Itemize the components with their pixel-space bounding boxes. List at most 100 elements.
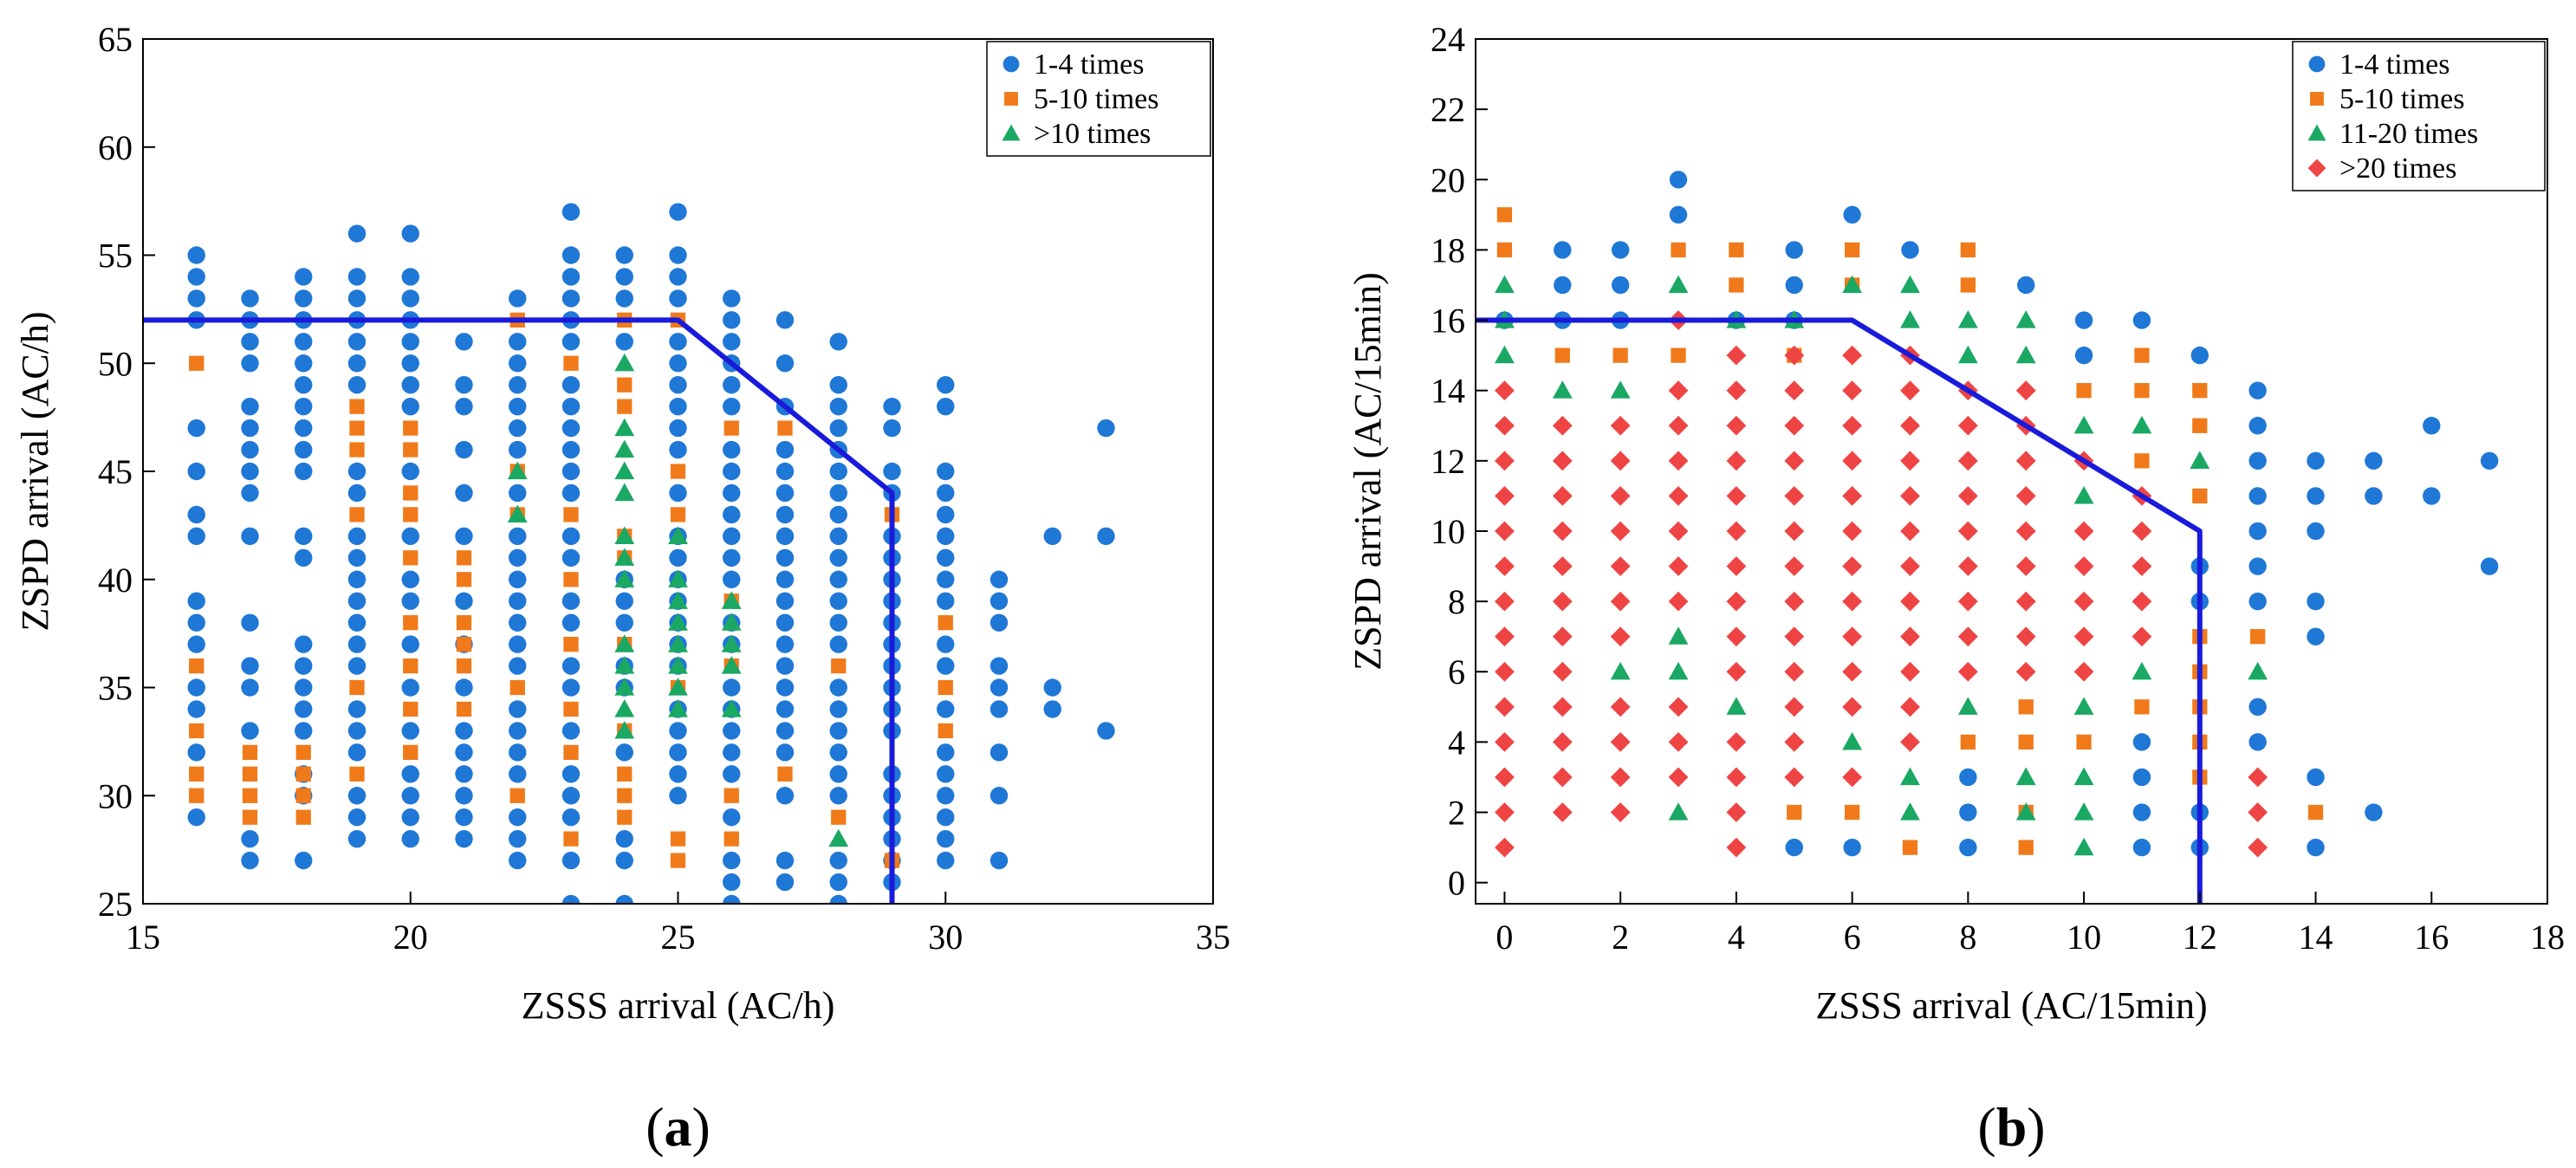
data-point xyxy=(1842,767,1863,788)
data-point xyxy=(1726,697,1747,715)
data-point xyxy=(615,743,633,762)
data-point xyxy=(401,829,419,848)
data-point xyxy=(347,548,367,567)
data-point xyxy=(1960,734,1976,750)
data-point xyxy=(2307,838,2325,857)
data-point xyxy=(561,851,581,870)
data-point xyxy=(2192,488,2208,504)
data-point xyxy=(241,397,259,416)
y-tick-label: 0 xyxy=(1448,864,1465,903)
data-point xyxy=(1552,485,1573,506)
data-point xyxy=(1552,661,1573,682)
data-point xyxy=(1726,345,1747,366)
data-point xyxy=(617,377,633,393)
data-point xyxy=(1900,697,1920,717)
data-point xyxy=(561,440,581,459)
data-point xyxy=(2248,522,2267,541)
data-point xyxy=(615,613,633,632)
data-point xyxy=(561,592,581,610)
data-point xyxy=(669,203,687,221)
data-point xyxy=(1610,802,1631,822)
data-point xyxy=(347,483,367,503)
y-axis-label: ZSPD arrival (AC/15min) xyxy=(1346,272,1389,671)
data-point xyxy=(509,397,527,416)
data-point xyxy=(1495,767,1515,788)
data-point xyxy=(829,851,847,870)
data-point xyxy=(1097,722,1115,740)
data-point xyxy=(1610,415,1631,436)
data-point xyxy=(1552,767,1573,788)
data-point xyxy=(295,289,313,308)
data-point xyxy=(349,679,365,696)
data-point xyxy=(347,743,367,762)
data-point xyxy=(241,440,259,459)
data-point xyxy=(563,636,579,652)
legend-marker xyxy=(1002,124,1021,141)
data-point xyxy=(1842,556,1863,576)
data-point xyxy=(401,592,419,610)
data-point xyxy=(1842,485,1863,506)
data-point xyxy=(2190,346,2209,365)
data-point xyxy=(403,442,419,457)
data-point xyxy=(1726,626,1747,647)
y-tick-label: 24 xyxy=(1431,20,1465,59)
data-point xyxy=(937,548,955,567)
data-point xyxy=(1726,802,1747,822)
panel-label-close: ) xyxy=(692,1096,711,1158)
data-point xyxy=(241,722,259,740)
data-point xyxy=(1671,347,1686,363)
data-point xyxy=(2076,734,2092,750)
y-tick-label: 10 xyxy=(1431,512,1465,551)
data-point xyxy=(829,548,847,567)
data-point xyxy=(1495,802,1515,822)
data-point xyxy=(937,851,955,870)
data-point xyxy=(723,894,741,904)
y-tick-label: 40 xyxy=(98,561,133,600)
data-point xyxy=(723,462,741,481)
data-point xyxy=(2132,626,2152,647)
data-point xyxy=(347,700,367,718)
data-point xyxy=(1495,837,1515,858)
data-point xyxy=(2073,661,2094,682)
data-point xyxy=(509,635,527,653)
data-point xyxy=(507,504,528,523)
data-point xyxy=(615,851,633,870)
y-tick-label: 55 xyxy=(98,237,133,276)
data-point xyxy=(403,507,419,522)
data-point xyxy=(669,376,687,394)
data-point xyxy=(1495,661,1515,682)
data-point xyxy=(1610,451,1631,471)
data-point xyxy=(2307,487,2325,505)
data-point xyxy=(563,701,579,717)
data-point xyxy=(2018,699,2034,715)
panel-b: 0 2 4 6 8 10 12 14 16 18024681012141618202224ZSSS… xyxy=(1346,20,2565,1158)
data-point xyxy=(1960,242,1976,258)
data-point xyxy=(669,354,687,373)
data-point xyxy=(187,592,205,610)
data-point xyxy=(401,289,419,308)
data-point xyxy=(2423,487,2441,505)
data-point xyxy=(829,743,847,762)
data-point xyxy=(2015,380,2036,401)
data-point xyxy=(347,462,367,481)
legend-box xyxy=(2292,41,2546,191)
data-point xyxy=(1726,661,1747,682)
data-point xyxy=(2073,837,2094,856)
y-tick-label: 25 xyxy=(98,885,133,924)
data-point xyxy=(2073,767,2094,786)
data-point xyxy=(347,289,367,308)
data-point xyxy=(1957,310,1978,328)
data-point xyxy=(509,333,527,351)
y-tick-label: 45 xyxy=(98,452,133,491)
data-point xyxy=(723,420,739,436)
data-point xyxy=(1900,380,1920,401)
data-point xyxy=(723,397,741,416)
data-point xyxy=(937,635,955,653)
data-point xyxy=(723,743,741,762)
data-point xyxy=(1957,521,1978,542)
y-tick-label: 2 xyxy=(1448,794,1465,833)
data-point xyxy=(2074,311,2093,329)
data-point xyxy=(669,787,687,805)
data-point xyxy=(1668,451,1689,471)
data-point xyxy=(2248,557,2267,575)
